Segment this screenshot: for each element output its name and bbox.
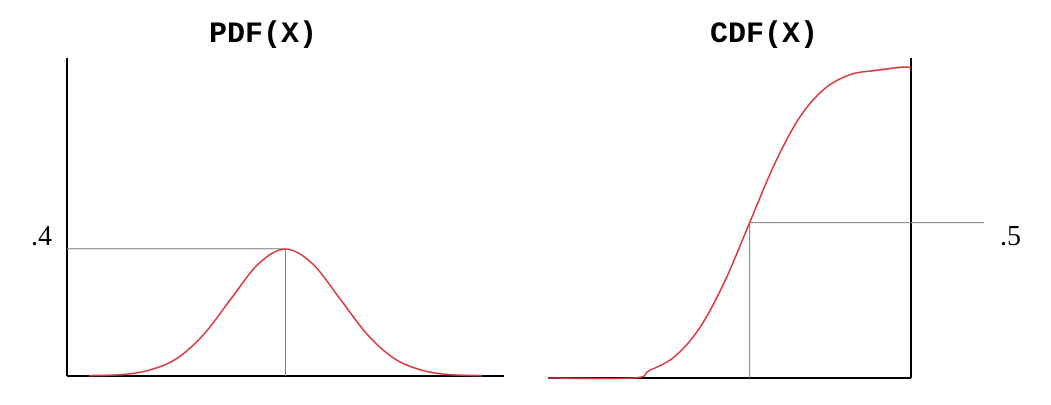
cdf-chart-title: CDF(X) (710, 18, 818, 52)
cdf-y-tick-label: .5 (1000, 221, 1021, 252)
pdf-chart: PDF(X) .4 (31, 18, 504, 377)
pdf-chart-title: PDF(X) (209, 18, 317, 52)
cdf-curve (547, 66, 912, 380)
pdf-y-tick-label: .4 (31, 221, 52, 252)
cdf-chart: CDF(X) .5 (547, 18, 1021, 380)
pdf-curve (88, 248, 483, 377)
